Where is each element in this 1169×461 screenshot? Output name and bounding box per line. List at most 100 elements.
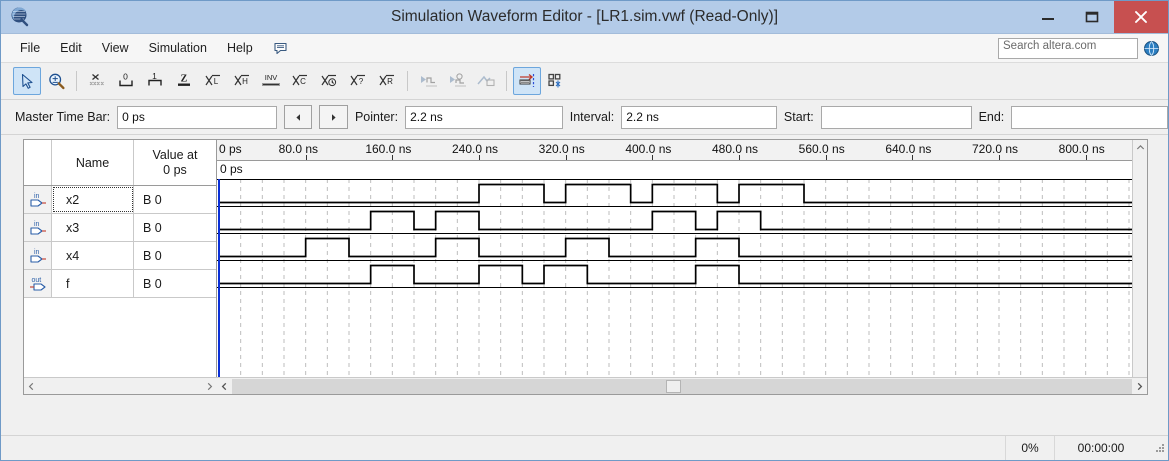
overwrite-arbitrary[interactable]: ? [344, 67, 372, 95]
input-port-icon: in [24, 214, 52, 241]
table-row[interactable]: in x3 B 0 [24, 214, 216, 242]
waveform-gridlines [240, 179, 1130, 379]
signal-name[interactable]: x3 [52, 214, 134, 241]
waveform-trace-x4 [219, 237, 1147, 258]
signal-name[interactable]: x4 [52, 242, 134, 269]
waveform-pane: 0 ps 80.0 ns 160.0 ns 240.0 ns 320.0 ns 400.0… [217, 140, 1147, 394]
interval-input[interactable]: 2.2 ns [621, 105, 777, 129]
comment-icon[interactable] [272, 40, 289, 57]
signal-value: B 0 [143, 192, 162, 207]
svg-text:0: 0 [123, 72, 128, 82]
svg-text:in: in [34, 193, 40, 200]
chevron-up-icon[interactable] [1133, 140, 1147, 155]
overwrite-count-value[interactable]: C [286, 67, 314, 95]
svg-text:Z: Z [181, 74, 188, 85]
quartus-icon [9, 6, 31, 28]
end-input[interactable] [1011, 105, 1168, 129]
zoom-percent: 0% [1005, 436, 1054, 460]
start-input[interactable] [820, 105, 972, 129]
run-functional-sim[interactable] [414, 67, 442, 95]
menu-file[interactable]: File [20, 41, 41, 55]
table-row[interactable]: in x2 B 0 [24, 186, 216, 214]
signal-name[interactable]: f [52, 270, 134, 297]
toolbar-separator-2 [407, 71, 408, 91]
waveform-grid: Name Value at 0 ps in x2 [23, 139, 1148, 395]
menu-help[interactable]: Help [226, 41, 253, 55]
triangle-left-icon[interactable] [283, 105, 313, 129]
pointer-input[interactable]: 2.2 ns [405, 105, 563, 129]
overwrite-clock[interactable] [315, 67, 343, 95]
triangle-right-icon[interactable] [319, 105, 348, 129]
high-impedance[interactable]: Z [170, 67, 198, 95]
overwrite-high[interactable]: H [228, 67, 256, 95]
waveform-trace-x3 [219, 210, 1147, 231]
svg-text:?: ? [359, 77, 364, 86]
table-row[interactable]: in x4 B 0 [24, 242, 216, 270]
run-timing-sim[interactable] [443, 67, 471, 95]
table-row[interactable]: out f B 0 [24, 270, 216, 298]
waveform-canvas[interactable] [217, 179, 1147, 379]
chevron-left-icon[interactable] [217, 379, 232, 394]
chevron-left-icon[interactable] [24, 379, 39, 394]
header-name[interactable]: Name [52, 140, 134, 185]
run-analysis[interactable] [472, 67, 500, 95]
toolbar-separator-3 [506, 71, 507, 91]
interval-label: Interval: [569, 110, 615, 124]
header-value-line2: 0 ps [163, 162, 187, 177]
chevron-right-icon[interactable] [202, 379, 217, 394]
minimize-icon[interactable] [1026, 1, 1070, 33]
search-input[interactable]: Search altera.com [998, 37, 1138, 59]
horizontal-scroll-track[interactable] [232, 378, 1132, 394]
zoom-tool[interactable] [42, 67, 70, 95]
header-value-line1: Value at [152, 147, 198, 162]
time-bar-row: Master Time Bar: 0 ps Pointer: 2.2 ns In… [1, 100, 1168, 135]
ruler-tick-label: 240.0 ns [452, 142, 499, 156]
status-bar: 0% 00:00:00 [1, 435, 1168, 460]
ruler-tick-mark [652, 155, 654, 160]
ruler-tick-label: 640.0 ns [885, 142, 932, 156]
close-icon[interactable] [1114, 1, 1168, 33]
ruler-tick-label: 400.0 ns [625, 142, 672, 156]
toolbar: 0 1 Z L [1, 63, 1168, 100]
overwrite-low[interactable]: L [199, 67, 227, 95]
master-time-bar-row: 0 ps [217, 161, 1147, 187]
svg-text:in: in [34, 221, 40, 228]
menu-simulation[interactable]: Simulation [148, 41, 207, 55]
window-title: Simulation Waveform Editor - [LR1.sim.vw… [390, 8, 779, 25]
svg-text:1: 1 [152, 71, 157, 81]
overwrite-random[interactable]: R [373, 67, 401, 95]
signal-list-scrollbar[interactable] [24, 377, 217, 394]
header-value-at[interactable]: Value at 0 ps [134, 140, 216, 185]
globe-icon[interactable] [1143, 40, 1160, 57]
forcing-low[interactable]: 0 [112, 67, 140, 95]
selection-tool[interactable] [13, 67, 41, 95]
vertical-scrollbar[interactable] [1132, 140, 1147, 377]
title-bar: Simulation Waveform Editor - [LR1.sim.vw… [1, 1, 1168, 34]
header-icon-column [24, 140, 52, 185]
resize-grip-icon[interactable] [1147, 441, 1168, 456]
ruler-tick-mark [825, 155, 827, 160]
time-ruler[interactable]: 0 ps 80.0 ns 160.0 ns 240.0 ns 320.0 ns 400.0… [217, 140, 1147, 161]
main-area: Name Value at 0 ps in x2 [1, 135, 1168, 409]
ruler-tick-mark [305, 155, 307, 160]
horizontal-scrollbar[interactable] [217, 377, 1147, 394]
output-port-icon: out [24, 270, 52, 297]
chevron-right-icon[interactable] [1132, 379, 1147, 394]
forcing-high[interactable]: 1 [141, 67, 169, 95]
overwrite-undefined[interactable] [83, 67, 111, 95]
signal-name[interactable]: x2 [52, 186, 134, 213]
ruler-tick-label: 720.0 ns [972, 142, 1019, 156]
menu-edit[interactable]: Edit [60, 41, 82, 55]
menu-view[interactable]: View [101, 41, 129, 55]
horizontal-scroll-thumb[interactable] [666, 379, 681, 393]
master-time-bar-input[interactable]: 0 ps [117, 105, 277, 129]
ruler-tick-mark [999, 155, 1000, 160]
maximize-icon[interactable] [1070, 1, 1114, 33]
pointer-label: Pointer: [354, 110, 399, 124]
svg-text:in: in [34, 249, 40, 256]
node-finder[interactable] [542, 67, 570, 95]
ruler-tick-label: 320.0 ns [538, 142, 585, 156]
invert[interactable]: INV [257, 67, 285, 95]
snap-to-grid[interactable] [513, 67, 541, 95]
svg-text:R: R [387, 77, 393, 86]
